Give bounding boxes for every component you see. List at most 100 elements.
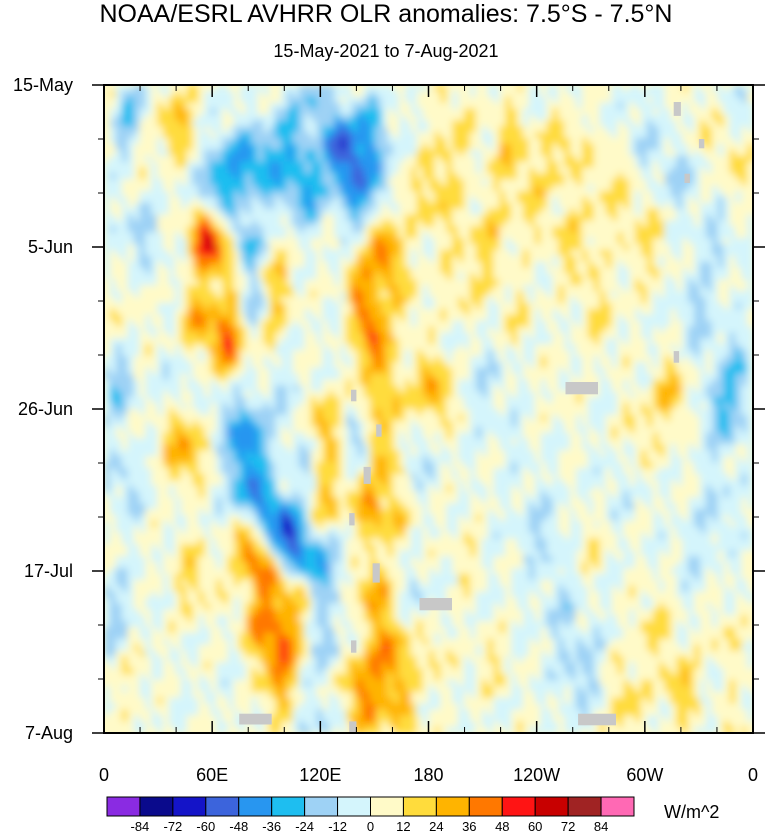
heatmap-cell	[310, 132, 317, 139]
heatmap-cell	[410, 214, 418, 222]
heatmap-cell	[694, 291, 701, 298]
heatmap-cell	[534, 279, 542, 286]
heatmap-cell	[216, 90, 223, 98]
heatmap-cell	[239, 232, 247, 239]
heatmap-cell	[422, 273, 430, 280]
heatmap-cell	[570, 173, 577, 180]
heatmap-cell	[699, 202, 707, 210]
heatmap-cell	[717, 191, 725, 198]
heatmap-cell	[469, 108, 477, 116]
heatmap-cell	[723, 155, 730, 163]
heatmap-cell	[652, 220, 660, 227]
heatmap-cell	[216, 173, 223, 180]
heatmap-cell	[552, 226, 559, 233]
heatmap-cell	[505, 114, 512, 121]
heatmap-cell	[316, 132, 323, 139]
heatmap-cell	[475, 238, 483, 245]
heatmap-cell	[322, 267, 329, 275]
heatmap-cell	[292, 302, 300, 310]
heatmap-cell	[676, 297, 683, 304]
heatmap-cell	[257, 297, 264, 304]
heatmap-cell	[233, 108, 241, 116]
heatmap-cell	[381, 143, 388, 151]
heatmap-cell	[422, 308, 430, 316]
heatmap-cell	[133, 238, 140, 245]
heatmap-cell	[499, 232, 506, 239]
heatmap-cell	[286, 191, 294, 198]
heatmap-cell	[257, 138, 264, 145]
heatmap-cell	[216, 85, 223, 92]
heatmap-cell	[593, 338, 601, 345]
heatmap-cell	[127, 267, 135, 275]
heatmap-cell	[670, 249, 677, 257]
heatmap-cell	[629, 96, 636, 104]
heatmap-cell	[558, 238, 565, 245]
heatmap-cell	[694, 320, 701, 328]
heatmap-cell	[145, 238, 152, 245]
heatmap-cell	[428, 155, 435, 163]
heatmap-cell	[735, 138, 742, 145]
heatmap-cell	[239, 155, 247, 163]
heatmap-cell	[322, 302, 329, 310]
heatmap-cell	[652, 326, 660, 334]
heatmap-cell	[104, 326, 111, 334]
heatmap-cell	[581, 108, 589, 116]
heatmap-cell	[458, 173, 465, 180]
heatmap-cell	[711, 143, 719, 151]
heatmap-cell	[281, 226, 288, 233]
heatmap-cell	[676, 202, 683, 210]
heatmap-cell	[528, 208, 536, 216]
heatmap-cell	[564, 255, 571, 263]
heatmap-cell	[605, 291, 612, 298]
heatmap-cell	[747, 114, 753, 121]
heatmap-cell	[416, 179, 424, 186]
heatmap-cell	[576, 208, 583, 216]
heatmap-cell	[570, 102, 577, 110]
heatmap-cell	[328, 191, 335, 198]
heatmap-cell	[186, 196, 194, 204]
heatmap-cell	[227, 102, 235, 110]
heatmap-cell	[127, 285, 135, 292]
heatmap-cell	[534, 255, 542, 263]
heatmap-cell	[416, 208, 424, 216]
heatmap-cell	[458, 196, 465, 204]
heatmap-cell	[369, 326, 376, 334]
heatmap-cell	[174, 267, 182, 275]
heatmap-cell	[410, 173, 418, 180]
heatmap-cell	[393, 167, 400, 174]
heatmap-cell	[576, 261, 583, 269]
heatmap-cell	[534, 155, 542, 163]
heatmap-cell	[399, 161, 406, 169]
heatmap-cell	[393, 202, 400, 210]
heatmap-cell	[629, 149, 636, 157]
heatmap-cell	[133, 308, 140, 316]
heatmap-cell	[611, 126, 618, 133]
heatmap-cell	[298, 267, 306, 275]
heatmap-cell	[723, 220, 730, 227]
heatmap-cell	[393, 179, 400, 186]
heatmap-cell	[145, 226, 152, 233]
heatmap-cell	[640, 96, 648, 104]
heatmap-cell	[180, 226, 188, 233]
heatmap-cell	[121, 108, 129, 116]
heatmap-cell	[729, 138, 736, 145]
heatmap-cell	[670, 332, 677, 339]
heatmap-cell	[186, 238, 194, 245]
heatmap-cell	[216, 196, 223, 204]
heatmap-cell	[345, 202, 353, 210]
heatmap-cell	[404, 185, 412, 192]
heatmap-cell	[629, 90, 636, 98]
heatmap-cell	[286, 302, 294, 310]
heatmap-cell	[310, 108, 317, 116]
heatmap-cell	[393, 102, 400, 110]
heatmap-cell	[328, 232, 335, 239]
heatmap-cell	[605, 338, 612, 345]
heatmap-cell	[281, 285, 288, 292]
heatmap-cell	[227, 320, 235, 328]
heatmap-cell	[286, 314, 294, 322]
heatmap-cell	[481, 149, 489, 157]
heatmap-cell	[694, 179, 701, 186]
heatmap-cell	[168, 202, 176, 210]
heatmap-cell	[127, 273, 135, 280]
heatmap-cell	[723, 96, 730, 104]
